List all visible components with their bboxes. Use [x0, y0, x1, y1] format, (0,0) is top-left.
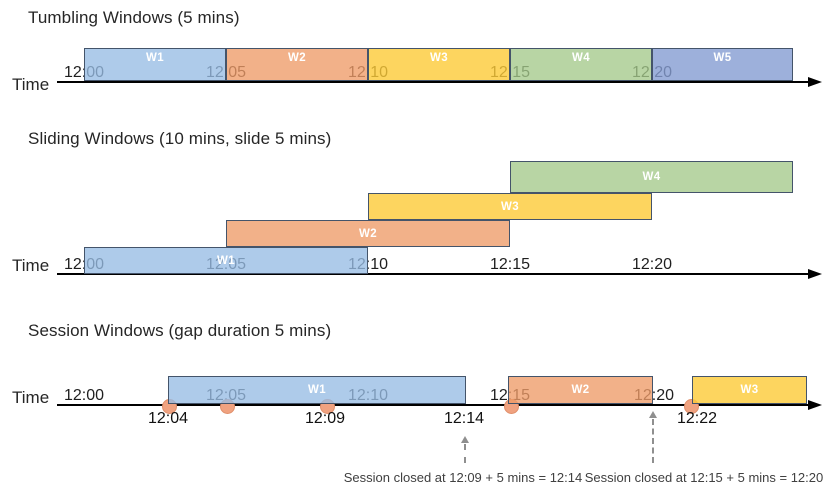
window-label: W2: [571, 384, 590, 396]
window-label: W3: [500, 200, 520, 213]
time-axis-label: Time: [12, 256, 50, 275]
time-axis-label: Time: [12, 388, 50, 407]
window-label: W1: [307, 384, 327, 396]
window-box-w4: W4: [510, 48, 652, 81]
section-title: Tumbling Windows (5 mins): [28, 8, 240, 27]
window-box-w3: W3: [692, 376, 807, 404]
axis-tick-label: 12:15: [489, 256, 531, 273]
window-label: W4: [571, 52, 591, 64]
window-label: W4: [642, 171, 661, 183]
window-label: W5: [713, 52, 732, 64]
time-axis-label: Time: [12, 75, 50, 94]
timeline-arrowhead-icon: [808, 268, 822, 279]
section-title: Session Windows (gap duration 5 mins): [28, 321, 332, 340]
event-time-label: 12:04: [147, 410, 189, 427]
timeline-arrowhead-icon: [808, 399, 822, 410]
window-box-w2: W2: [508, 376, 653, 404]
timeline-axis: [57, 404, 810, 406]
session-close-annotation: Session closed at 12:15 + 5 mins = 12:20: [584, 470, 824, 485]
window-box-w3: W3: [368, 193, 652, 220]
session-close-arrow-stem: [652, 419, 654, 463]
session-close-arrow-icon: [461, 436, 469, 443]
session-close-arrow-icon: [649, 411, 657, 418]
section-title: Sliding Windows (10 mins, slide 5 mins): [28, 129, 332, 148]
timeline-arrowhead-icon: [808, 76, 822, 87]
window-box-w2: W2: [226, 48, 368, 81]
window-label: W1: [216, 254, 236, 267]
session-close-arrow-stem: [464, 444, 466, 463]
window-box-w1: W1: [84, 247, 368, 274]
session-close-annotation: Session closed at 12:09 + 5 mins = 12:14: [343, 470, 583, 485]
window-box-w5: W5: [652, 48, 793, 81]
window-label: W2: [358, 227, 378, 240]
window-box-w4: W4: [510, 161, 793, 193]
window-label: W1: [145, 52, 165, 64]
timeline-axis: [57, 81, 810, 83]
window-box-w1: W1: [84, 48, 226, 81]
window-box-w3: W3: [368, 48, 510, 81]
event-time-label: 12:22: [676, 410, 718, 427]
event-time-label: 12:14: [443, 410, 485, 427]
window-label: W3: [740, 384, 759, 396]
window-box-w2: W2: [226, 220, 510, 247]
window-box-w1: W1: [168, 376, 466, 404]
window-label: W3: [429, 52, 449, 64]
event-time-label: 12:09: [304, 410, 346, 427]
axis-tick-label: 12:20: [631, 256, 673, 273]
axis-tick-label: 12:00: [63, 387, 105, 404]
timeline-axis: [57, 273, 810, 275]
window-label: W2: [287, 52, 307, 64]
